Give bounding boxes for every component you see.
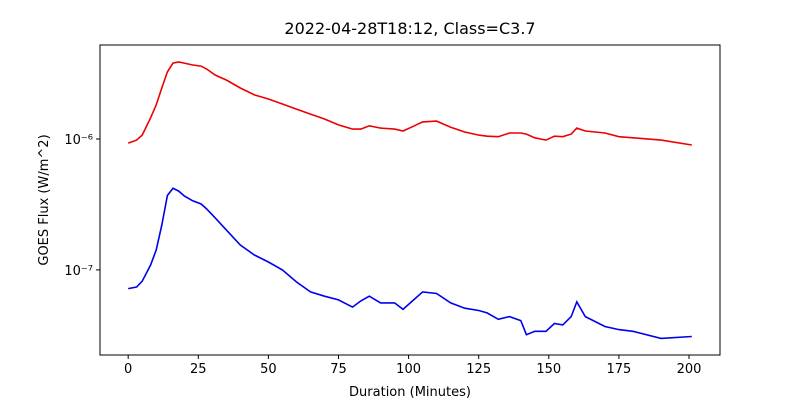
x-axis-label: Duration (Minutes) bbox=[349, 385, 471, 400]
chart-title: 2022-04-28T18:12, Class=C3.7 bbox=[284, 19, 535, 38]
x-tick-label: 100 bbox=[396, 362, 421, 377]
x-tick-label: 125 bbox=[466, 362, 491, 377]
x-tick-label: 200 bbox=[677, 362, 702, 377]
x-tick-label: 150 bbox=[536, 362, 561, 377]
x-tick-label: 75 bbox=[330, 362, 347, 377]
plot-frame bbox=[99, 44, 721, 356]
y-tick-label: 10⁻⁶ bbox=[64, 133, 93, 148]
data-line bbox=[128, 187, 692, 340]
x-tick-label: 175 bbox=[606, 362, 631, 377]
x-tick-label: 0 bbox=[124, 362, 132, 377]
y-axis-label: GOES Flux (W/m^2) bbox=[37, 134, 52, 265]
data-line bbox=[127, 61, 692, 146]
x-tick-label: 50 bbox=[260, 362, 277, 377]
x-tick-label: 25 bbox=[190, 362, 207, 377]
y-tick-label: 10⁻⁷ bbox=[64, 264, 93, 279]
